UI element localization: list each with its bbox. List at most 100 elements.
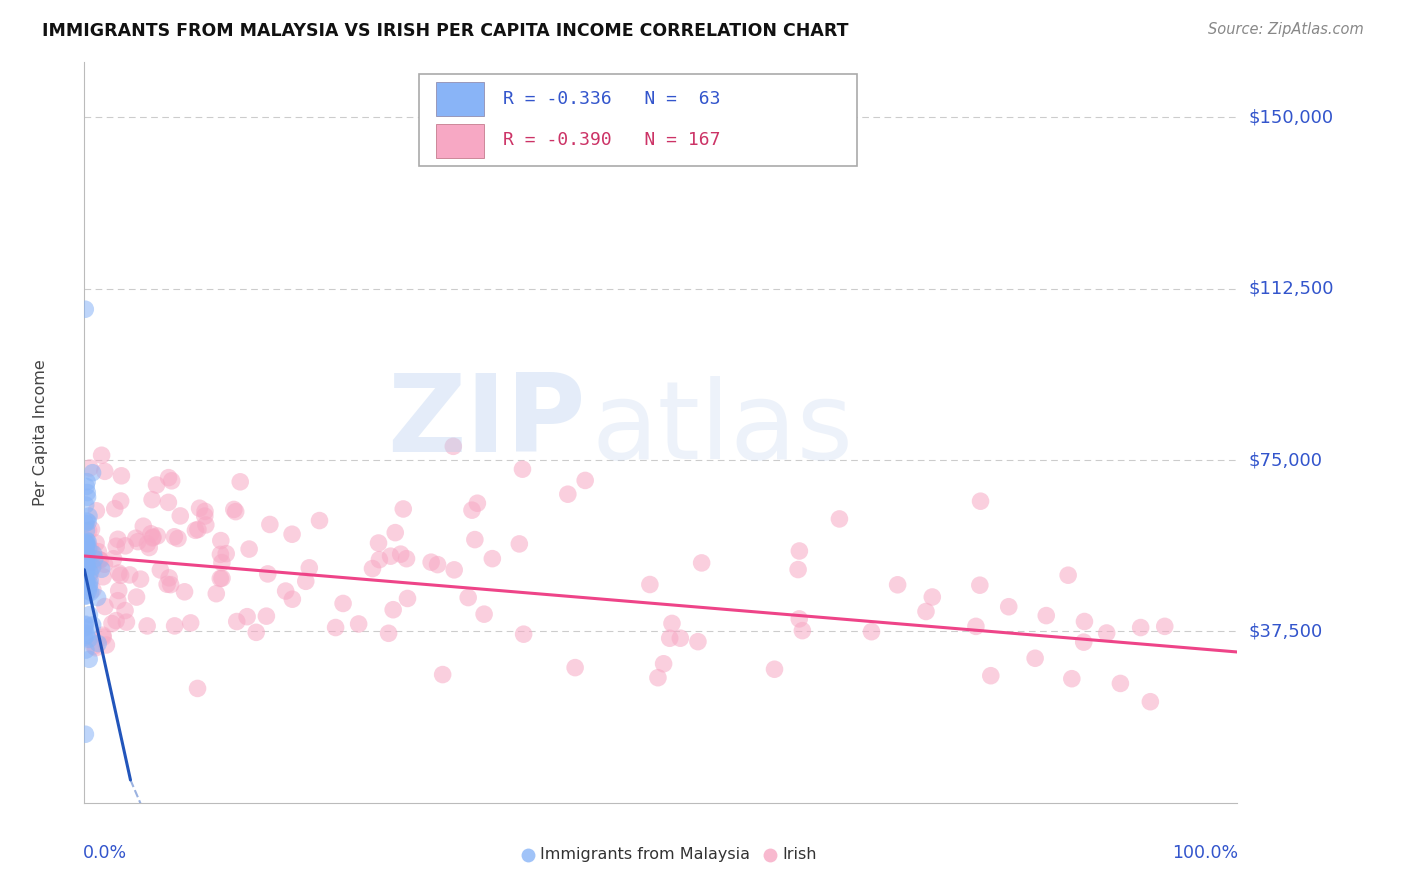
Point — [187, 523, 209, 537]
Point — [125, 531, 148, 545]
Text: Immigrants from Malaysia: Immigrants from Malaysia — [540, 847, 749, 863]
Point — [79, 574, 101, 588]
Point — [236, 609, 259, 624]
Point — [84, 536, 107, 550]
Point — [647, 671, 669, 685]
Point — [160, 474, 183, 488]
Point — [79, 566, 101, 581]
Point — [86, 591, 108, 605]
Point — [76, 558, 98, 573]
Point — [382, 603, 405, 617]
Point — [464, 533, 486, 547]
Point — [194, 504, 217, 518]
Point — [149, 563, 172, 577]
Point — [512, 627, 534, 641]
Point — [108, 566, 131, 580]
Point — [73, 569, 96, 583]
Point — [82, 618, 104, 632]
Point — [638, 577, 661, 591]
Point — [79, 565, 101, 579]
Point — [517, 796, 540, 810]
Point — [96, 638, 118, 652]
Point — [281, 527, 304, 541]
Point — [75, 553, 97, 567]
Point — [87, 545, 110, 559]
Point — [76, 541, 98, 556]
Point — [90, 562, 112, 576]
Point — [787, 612, 810, 626]
Text: $150,000: $150,000 — [1249, 108, 1333, 127]
Point — [377, 626, 399, 640]
Point — [73, 621, 96, 635]
Point — [1139, 695, 1161, 709]
Point — [127, 534, 149, 549]
Point — [1109, 676, 1132, 690]
Point — [426, 558, 449, 572]
Text: 0.0%: 0.0% — [83, 844, 128, 862]
Point — [114, 539, 136, 553]
Point — [110, 494, 132, 508]
Point — [392, 502, 415, 516]
Point — [441, 439, 464, 453]
Point — [80, 556, 103, 570]
Point — [75, 617, 97, 632]
Text: IMMIGRANTS FROM MALAYSIA VS IRISH PER CAPITA INCOME CORRELATION CHART: IMMIGRANTS FROM MALAYSIA VS IRISH PER CA… — [42, 22, 849, 40]
Point — [163, 619, 186, 633]
Point — [75, 549, 97, 563]
Point — [169, 508, 191, 523]
Point — [238, 542, 260, 557]
Point — [512, 462, 534, 476]
Point — [828, 512, 851, 526]
Text: R = -0.336   N =  63: R = -0.336 N = 63 — [503, 90, 720, 109]
Point — [76, 554, 98, 568]
Point — [686, 634, 709, 648]
Point — [73, 617, 96, 632]
Point — [209, 533, 232, 548]
Point — [77, 541, 100, 556]
Point — [76, 563, 98, 577]
Point — [89, 553, 111, 567]
Point — [77, 524, 100, 538]
Point — [77, 652, 100, 666]
Point — [79, 585, 101, 599]
Point — [76, 628, 98, 642]
Point — [76, 514, 98, 528]
Point — [75, 574, 97, 588]
Point — [77, 555, 100, 569]
Point — [75, 564, 97, 578]
Point — [76, 490, 98, 504]
Point — [91, 570, 114, 584]
Point — [75, 643, 97, 657]
Point — [229, 475, 252, 489]
Point — [157, 571, 180, 585]
Point — [76, 537, 98, 551]
Point — [789, 544, 811, 558]
Point — [129, 572, 152, 586]
Point — [211, 556, 233, 570]
Point — [77, 632, 100, 647]
Point — [980, 669, 1002, 683]
Point — [1057, 568, 1080, 582]
Point — [136, 619, 159, 633]
FancyBboxPatch shape — [419, 73, 856, 166]
Point — [75, 626, 97, 640]
Point — [75, 571, 97, 585]
Point — [157, 470, 180, 484]
Point — [481, 551, 503, 566]
Point — [1153, 619, 1175, 633]
Point — [75, 589, 97, 603]
Point — [965, 619, 987, 633]
Point — [76, 540, 98, 554]
Point — [146, 529, 169, 543]
Point — [83, 551, 105, 566]
Point — [76, 475, 98, 489]
Point — [389, 547, 412, 561]
Text: $75,000: $75,000 — [1249, 451, 1323, 469]
Point — [361, 561, 384, 575]
Point — [132, 519, 155, 533]
Point — [325, 621, 347, 635]
Point — [110, 568, 132, 582]
FancyBboxPatch shape — [436, 82, 485, 116]
Point — [167, 532, 190, 546]
Point — [110, 468, 132, 483]
